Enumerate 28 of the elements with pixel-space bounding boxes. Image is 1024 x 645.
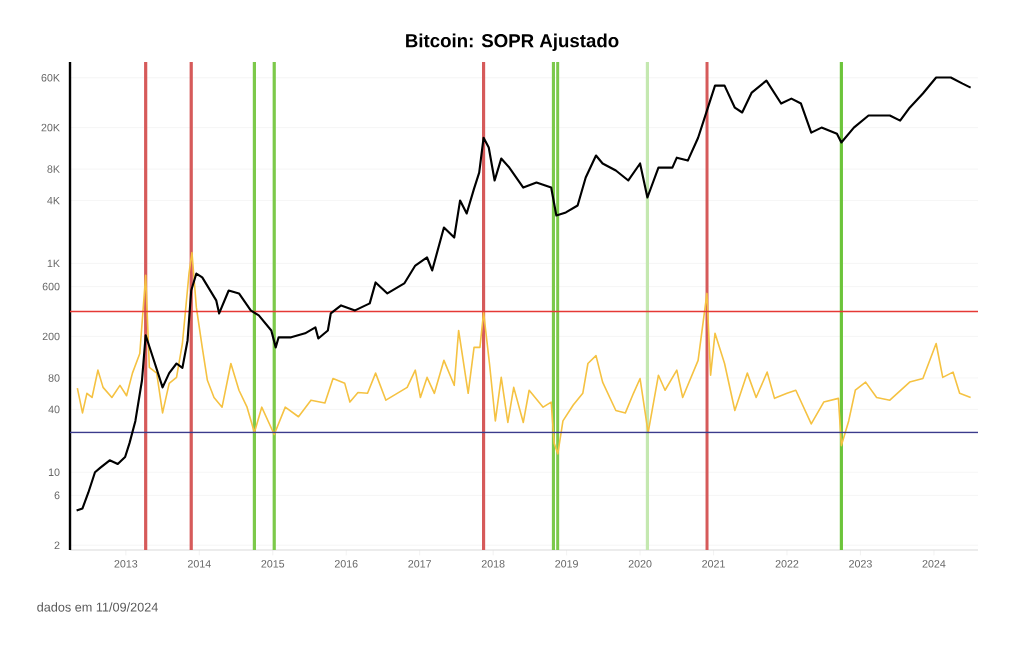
line-series [76,251,972,455]
x-tick-label: 2022 [775,560,799,568]
x-tick-label: 2024 [922,560,946,568]
y-tick-label: 6 [54,491,60,500]
x-tick-label: 2016 [334,560,358,568]
x-tick-label: 2015 [261,560,285,568]
chart-title: Bitcoin: SOPR Ajustado [406,33,619,52]
y-tick-label: 10 [48,468,60,477]
y-tick-label: 600 [42,282,60,291]
x-tick-label: 2017 [408,560,432,568]
x-tick-label: 2019 [555,560,578,568]
y-tick-label: 80 [48,374,60,382]
y-tick-label: 2 [54,541,60,549]
x-tick-label: 2020 [628,560,652,568]
y-tick-label: 4K [47,196,60,205]
x-tick-label: 2018 [481,560,505,568]
line-series [75,76,972,512]
x-tick-label: 2013 [114,560,138,568]
y-tick-label: 8K [47,165,60,173]
y-tick-label: 60K [41,74,60,82]
text: dados em 11/09/2024 [37,602,158,612]
y-tick-label: 200 [42,332,60,341]
y-tick-label: 40 [48,405,60,414]
x-tick-label: 2014 [187,560,211,568]
x-tick-label: 2023 [849,560,872,568]
y-tick-label: 1K [47,259,60,268]
y-tick-label: 20K [41,123,60,132]
x-tick-label: 2021 [702,560,725,568]
